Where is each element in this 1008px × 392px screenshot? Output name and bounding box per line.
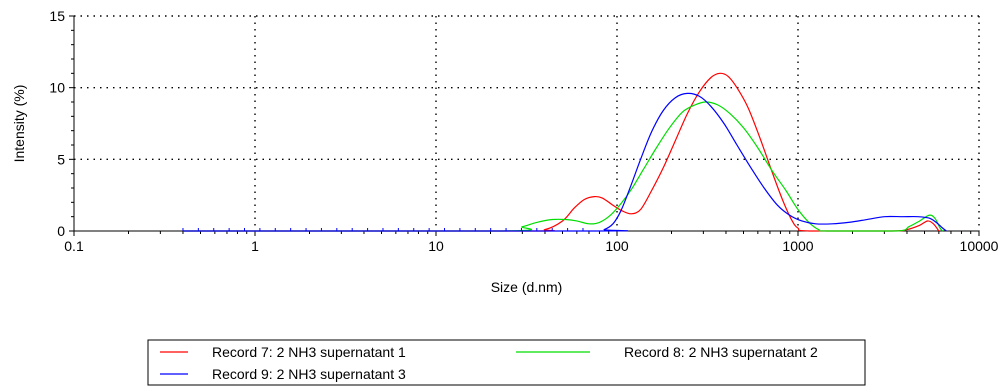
legend: Record 7: 2 NH3 supernatant 1 Record 8: 2… (147, 339, 866, 386)
x-tick-label: 1 (251, 238, 259, 254)
legend-label-3: Record 9: 2 NH3 supernatant 3 (212, 366, 406, 382)
series-lines (182, 72, 947, 232)
y-tick-label: 0 (57, 223, 65, 239)
y-tick-label: 5 (57, 151, 65, 167)
series-line-2 (182, 101, 944, 232)
y-axis-label: Intensity (%) (11, 85, 27, 163)
legend-label-2: Record 8: 2 NH3 supernatant 2 (624, 344, 818, 360)
y-tick-label: 15 (49, 8, 65, 24)
x-tick-label: 10 (428, 238, 444, 254)
x-tick-label: 1000 (782, 238, 813, 254)
x-tick-label: 10000 (960, 238, 999, 254)
legend-label-1: Record 7: 2 NH3 supernatant 1 (212, 344, 406, 360)
axis-labels: Size (d.nm) Intensity (%) (11, 85, 562, 295)
series-line-1 (182, 72, 940, 232)
x-tick-label: 100 (605, 238, 629, 254)
legend-box (147, 339, 866, 386)
y-tick-label: 10 (49, 80, 65, 96)
x-axis-label: Size (d.nm) (491, 279, 563, 295)
x-tick-label: 0.1 (64, 238, 84, 254)
grid-lines (74, 15, 980, 231)
series-line-3 (182, 92, 947, 232)
axes: 0.1 1 10 100 1000 10000 0 5 10 15 (49, 8, 998, 254)
